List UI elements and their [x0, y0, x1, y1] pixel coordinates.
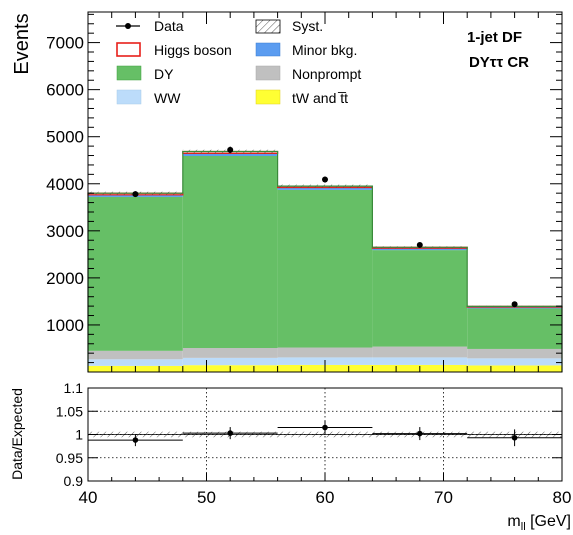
x-tick-label: 40 — [79, 488, 98, 507]
legend-label: DY — [154, 66, 174, 82]
stack-bar-nonprompt — [88, 350, 183, 360]
stack-bar-dy — [372, 250, 468, 347]
y-axis-title: Events — [11, 13, 33, 74]
legend-nonprompt-swatch — [255, 65, 281, 81]
ratio-point — [417, 430, 423, 437]
legend-syst-swatch — [255, 19, 281, 34]
y-tick-label: 2000 — [46, 269, 84, 288]
ratio-x-ticks: 40 50 60 70 80 — [79, 473, 572, 507]
data-point — [227, 146, 234, 153]
stack-bar-minor — [372, 248, 468, 251]
y-ticks: 1000 2000 3000 4000 5000 6000 7000 — [46, 13, 562, 364]
stack-bar-ww — [467, 358, 562, 366]
region-label-jet: 1-jet DF — [467, 29, 522, 46]
y-tick-label: 3000 — [46, 222, 84, 241]
stacked-histogram — [87, 150, 563, 372]
ratio-point — [322, 424, 328, 431]
stack-bar-nonprompt — [372, 346, 468, 358]
stack-bar-ww — [182, 357, 278, 366]
x-tick-label: 50 — [197, 488, 216, 507]
stack-outline — [87, 150, 563, 372]
legend-label: Higgs boson — [154, 42, 232, 58]
ratio-y-tick-label: 1 — [75, 427, 83, 443]
legend-top-swatch — [255, 89, 281, 105]
legend: Data Syst. Higgs boson Minor bkg. DY Non… — [116, 18, 361, 106]
ratio-points — [88, 421, 562, 447]
stack-bar-nonprompt — [277, 347, 373, 358]
x-axis-title: mll [GeV] — [507, 513, 571, 533]
legend-label: Syst. — [292, 18, 323, 34]
legend-label: WW — [154, 90, 181, 106]
stack-bar-minor — [277, 187, 373, 190]
legend-dy-swatch — [116, 65, 142, 81]
y-tick-label: 4000 — [46, 175, 84, 194]
stack-bar-minor — [467, 307, 562, 309]
stack-bar-dy — [277, 189, 373, 348]
stack-bar-dy — [182, 156, 278, 348]
y-tick-label: 7000 — [46, 34, 84, 53]
legend-item-minor: Minor bkg. — [255, 42, 357, 58]
total-outline — [87, 150, 563, 372]
legend-label: Minor bkg. — [292, 42, 357, 58]
data-point — [132, 191, 139, 198]
ratio-syst-band — [88, 431, 562, 438]
legend-higgs-swatch — [116, 42, 141, 57]
legend-item-data: Data — [116, 18, 184, 34]
ratio-y-tick-label: 1.05 — [56, 403, 83, 419]
legend-item-top: tW and t̅t — [255, 89, 348, 106]
data-point — [416, 241, 423, 248]
region-label-cr: DYττ CR — [469, 54, 529, 71]
ratio-point — [511, 434, 518, 441]
legend-item-ww: WW — [116, 89, 181, 106]
stack-bar-ww — [88, 359, 183, 366]
main-plot: 1000 2000 3000 4000 5000 6000 7000 Events Data… — [11, 11, 563, 373]
ratio-plot: 0.9 0.95 1 1.05 1.1 40 50 60 70 80 Data/Expected… — [9, 380, 571, 533]
ratio-point — [227, 430, 233, 436]
data-point — [511, 301, 518, 308]
stack-bar-dy — [467, 308, 562, 349]
data-point — [322, 176, 328, 183]
legend-minor-swatch — [255, 42, 281, 57]
legend-item-syst: Syst. — [255, 18, 323, 34]
stack-bar-nonprompt — [182, 348, 278, 358]
ratio-y-tick-label: 1.1 — [64, 380, 84, 396]
ratio-y-ticks: 0.9 0.95 1 1.05 1.1 — [56, 380, 562, 489]
stack-bar-nonprompt — [467, 348, 562, 359]
ratio-y-axis-title: Data/Expected — [9, 388, 25, 480]
y-tick-label: 1000 — [46, 316, 84, 335]
legend-ww-swatch — [116, 89, 142, 105]
stack-bar-minor — [182, 153, 278, 156]
x-tick-label: 60 — [316, 488, 335, 507]
legend-label: Nonprompt — [292, 66, 361, 82]
x-tick-label: 70 — [434, 488, 453, 507]
y-tick-label: 6000 — [46, 81, 84, 100]
ratio-y-tick-label: 0.9 — [64, 473, 84, 489]
legend-item-nonprompt: Nonprompt — [255, 65, 361, 82]
legend-item-higgs: Higgs boson — [116, 42, 232, 58]
ratio-point — [132, 437, 139, 443]
legend-label: Data — [154, 18, 184, 34]
stack-bar-ww — [372, 357, 468, 365]
legend-label: tW and t̅t — [292, 90, 348, 106]
data-points — [132, 146, 518, 308]
legend-item-dy: DY — [116, 65, 174, 82]
legend-data-marker — [125, 23, 131, 29]
y-tick-label: 5000 — [46, 128, 84, 147]
ratio-y-tick-label: 0.95 — [56, 450, 83, 466]
stack-bar-dy — [88, 196, 183, 351]
x-tick-label: 80 — [553, 488, 572, 507]
x-ticks-main — [87, 12, 563, 372]
